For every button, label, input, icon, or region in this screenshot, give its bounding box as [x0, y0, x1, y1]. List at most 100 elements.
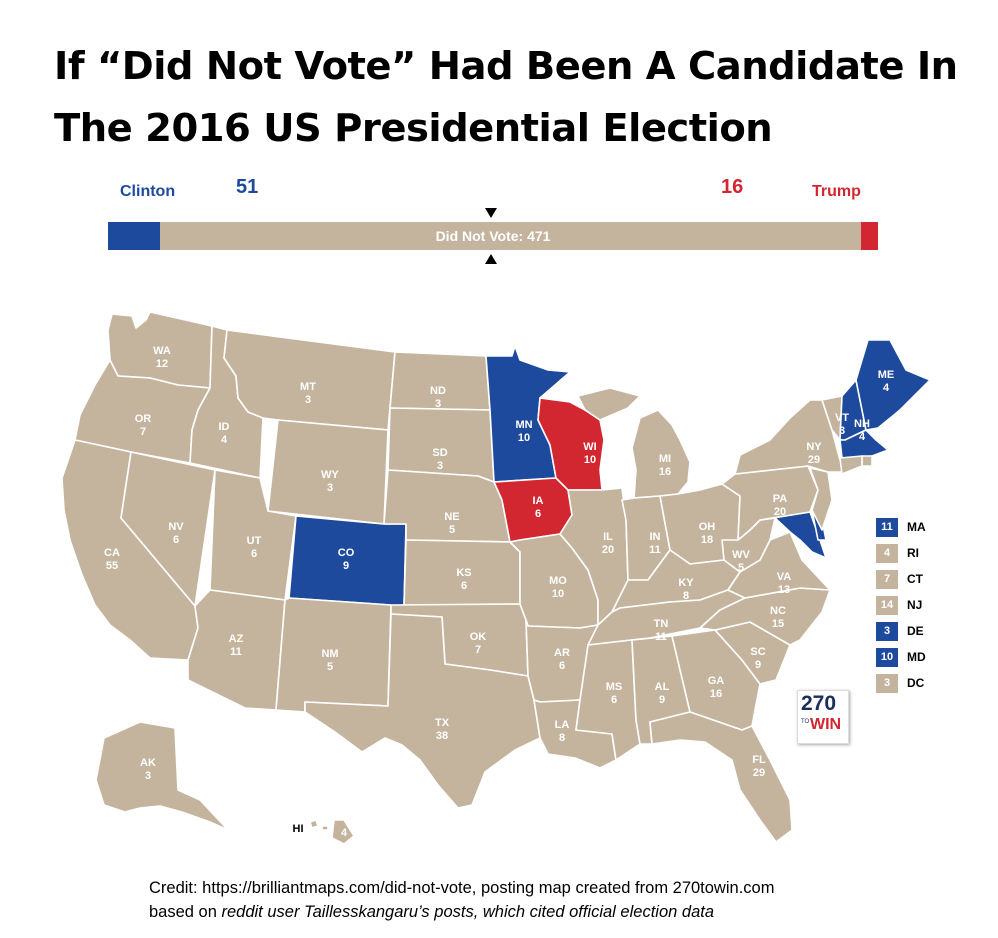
legend-row-ri: 4 RI [876, 544, 956, 566]
state-label-mt: MT [300, 381, 316, 393]
state-ev-wa: 12 [156, 358, 168, 370]
legend-ev-ma: 11 [876, 518, 898, 537]
state-nc[interactable] [699, 587, 831, 646]
state-ev-mn: 10 [518, 432, 530, 444]
state-ev-id: 4 [221, 434, 228, 446]
trump-votes: 16 [721, 176, 744, 198]
state-label-ny: NY [806, 441, 822, 453]
logo-270: 270 [801, 692, 837, 715]
did-not-vote-label: Did Not Vote: 471 [435, 228, 551, 244]
state-ev-nm: 5 [327, 661, 333, 673]
state-label-ms: MS [606, 681, 623, 693]
state-ev-tn: 11 [655, 631, 667, 643]
state-ev-ok: 7 [475, 644, 481, 656]
legend-ev-nj: 14 [876, 596, 898, 615]
credit-text: Credit: https://brilliantmaps.com/did-no… [149, 876, 774, 924]
state-label-sc: SC [750, 646, 765, 658]
state-ev-vt: 3 [839, 425, 845, 437]
state-ev-ut: 6 [251, 548, 257, 560]
state-ev-mi: 16 [659, 466, 671, 478]
legend-ev-md: 10 [876, 648, 898, 667]
state-me[interactable] [855, 339, 931, 431]
state-ev-il: 20 [602, 544, 614, 556]
state-tx[interactable] [304, 613, 541, 809]
state-ev-ak: 3 [145, 770, 151, 782]
page-title: If “Did Not Vote” Had Been A Candidate I… [54, 36, 984, 160]
legend-label-md: MD [907, 650, 926, 664]
state-mi[interactable] [577, 387, 691, 499]
trump-bar-segment [861, 222, 878, 250]
state-ev-fl: 29 [753, 767, 765, 779]
legend-label-dc: DC [907, 676, 925, 690]
state-label-vt: VT [835, 412, 849, 424]
state-ev-ny: 29 [808, 454, 820, 466]
state-ev-wy: 3 [327, 482, 333, 494]
majority-marker-top [485, 208, 497, 218]
state-ak[interactable] [95, 721, 229, 831]
state-ev-or: 7 [140, 426, 146, 438]
state-ev-ks: 6 [461, 580, 467, 592]
state-ev-ca: 55 [106, 560, 118, 572]
state-ev-nc: 15 [772, 618, 784, 630]
legend-label-ma: MA [907, 520, 926, 534]
state-label-mi: MI [659, 453, 671, 465]
state-label-ok: OK [470, 631, 487, 643]
state-label-nm: NM [321, 648, 338, 660]
title-line-2: The 2016 US Presidential Election [54, 106, 773, 151]
state-ev-oh: 18 [701, 534, 713, 546]
state-label-tn: TN [654, 618, 669, 630]
state-label-ak: AK [140, 757, 156, 769]
legend-ev-dc: 3 [876, 674, 898, 693]
logo-win: WIN [810, 716, 842, 733]
state-ev-tx: 38 [436, 730, 448, 742]
state-ev-ky: 8 [683, 590, 689, 602]
state-label-nd: ND [430, 385, 446, 397]
state-hi[interactable] [309, 819, 355, 845]
clinton-votes: 51 [236, 176, 259, 198]
state-label-ga: GA [708, 675, 725, 687]
state-ev-wi: 10 [584, 454, 596, 466]
state-label-ut: UT [247, 535, 262, 547]
state-ev-la: 8 [559, 732, 565, 744]
credit-line-1: Credit: https://brilliantmaps.com/did-no… [149, 879, 775, 897]
state-ev-va: 13 [778, 584, 790, 596]
state-label-ks: KS [456, 567, 471, 579]
state-ev-ga: 16 [710, 688, 722, 700]
clinton-bar-segment [108, 222, 160, 250]
state-label-co: CO [338, 547, 355, 559]
credit-line-2-prefix: based on [149, 903, 222, 921]
state-ev-hi: 4 [341, 827, 348, 839]
state-ev-wv: 5 [738, 562, 744, 574]
state-ct[interactable] [839, 455, 863, 475]
title-line-1: If “Did Not Vote” Had Been A Candidate I… [54, 44, 958, 89]
state-label-tx: TX [435, 717, 450, 729]
state-ev-mo: 10 [552, 588, 564, 600]
state-fl[interactable] [649, 711, 793, 843]
legend-label-de: DE [907, 624, 924, 638]
credit-line-2: based on reddit user Taillesskangaru’s p… [149, 900, 774, 924]
state-label-sd: SD [432, 447, 447, 459]
state-label-wi: WI [583, 441, 596, 453]
state-label-wy: WY [321, 469, 339, 481]
state-label-il: IL [603, 531, 613, 543]
legend-row-nj: 14 NJ [876, 596, 956, 618]
state-md[interactable] [759, 511, 827, 559]
state-wi[interactable] [537, 397, 605, 491]
state-label-nh: NH [854, 418, 870, 430]
state-ev-al: 9 [659, 694, 665, 706]
state-ev-ms: 6 [611, 694, 617, 706]
state-label-az: AZ [229, 633, 244, 645]
trump-label: Trump [812, 183, 861, 200]
state-label-in: IN [650, 531, 661, 543]
legend-row-de: 3 DE [876, 622, 956, 644]
legend-ev-de: 3 [876, 622, 898, 641]
electoral-vote-bar: Did Not Vote: 471 [108, 222, 878, 250]
state-label-mn: MN [515, 419, 532, 431]
270towin-logo: 270 TO WIN [797, 690, 849, 744]
legend-label-nj: NJ [907, 598, 923, 612]
state-ri[interactable] [861, 455, 873, 467]
state-ev-in: 11 [649, 544, 661, 556]
state-label-ca: CA [104, 547, 120, 559]
state-label-ia: IA [533, 495, 544, 507]
state-label-nv: NV [168, 521, 184, 533]
